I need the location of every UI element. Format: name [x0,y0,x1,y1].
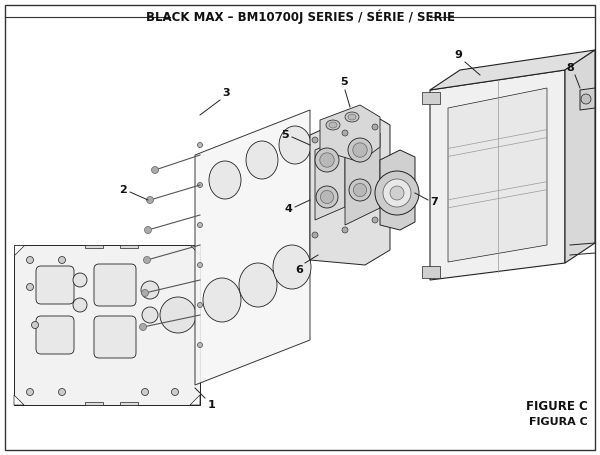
Ellipse shape [348,114,356,120]
Circle shape [139,324,146,330]
Circle shape [197,343,203,348]
Polygon shape [120,402,138,405]
Text: FIGURA C: FIGURA C [529,417,588,427]
Circle shape [353,183,367,197]
Circle shape [383,179,411,207]
Polygon shape [195,110,310,385]
Circle shape [73,273,87,287]
Ellipse shape [326,120,340,130]
Ellipse shape [345,112,359,122]
Circle shape [197,142,203,147]
Circle shape [342,130,348,136]
Circle shape [26,283,34,290]
Polygon shape [190,245,200,255]
Polygon shape [120,245,138,248]
Polygon shape [422,266,440,278]
FancyBboxPatch shape [36,266,74,304]
Circle shape [197,263,203,268]
Polygon shape [430,70,565,280]
Circle shape [59,257,65,263]
Circle shape [390,186,404,200]
Circle shape [197,182,203,187]
Text: 5: 5 [281,130,289,140]
Circle shape [142,389,149,395]
Circle shape [342,227,348,233]
Circle shape [197,222,203,228]
Circle shape [581,94,591,104]
Circle shape [143,257,151,263]
Polygon shape [320,105,380,162]
Polygon shape [565,50,595,263]
Circle shape [26,257,34,263]
Circle shape [320,153,334,167]
Polygon shape [315,137,345,220]
Circle shape [142,307,158,323]
Ellipse shape [246,141,278,179]
Polygon shape [448,88,547,262]
Text: 3: 3 [222,88,230,98]
Circle shape [348,138,372,162]
Polygon shape [345,133,380,225]
Ellipse shape [329,122,337,128]
Text: 5: 5 [340,77,348,87]
Circle shape [320,190,334,203]
Circle shape [160,297,196,333]
Circle shape [312,232,318,238]
Circle shape [315,148,339,172]
Polygon shape [422,92,440,104]
FancyBboxPatch shape [94,264,136,306]
Ellipse shape [273,245,311,289]
Ellipse shape [203,278,241,322]
Circle shape [349,179,371,201]
Text: 2: 2 [119,185,127,195]
Circle shape [145,227,151,233]
Polygon shape [14,245,24,255]
Circle shape [372,217,378,223]
Text: 1: 1 [208,400,216,410]
Circle shape [375,171,419,215]
Text: FIGURE C: FIGURE C [526,400,588,413]
Circle shape [146,197,154,203]
Ellipse shape [279,126,311,164]
Ellipse shape [239,263,277,307]
Polygon shape [85,402,103,405]
Circle shape [372,124,378,130]
Polygon shape [85,245,103,248]
Polygon shape [14,245,200,405]
Circle shape [141,281,159,299]
Circle shape [316,186,338,208]
Circle shape [151,167,158,173]
Text: 7: 7 [430,197,438,207]
Text: 6: 6 [295,265,303,275]
Text: BLACK MAX – BM10700J SERIES / SÉRIE / SERIE: BLACK MAX – BM10700J SERIES / SÉRIE / SE… [146,10,455,24]
Text: 9: 9 [454,50,462,60]
Polygon shape [14,395,24,405]
FancyBboxPatch shape [94,316,136,358]
Circle shape [172,389,179,395]
Circle shape [73,298,87,312]
Circle shape [197,303,203,308]
Circle shape [142,289,149,297]
Polygon shape [190,395,200,405]
Ellipse shape [209,161,241,199]
Polygon shape [380,150,415,230]
Polygon shape [310,110,390,265]
Circle shape [59,389,65,395]
Circle shape [312,137,318,143]
Text: 8: 8 [566,63,574,73]
FancyBboxPatch shape [36,316,74,354]
Polygon shape [580,88,595,110]
Circle shape [32,322,38,329]
Circle shape [353,143,367,157]
Circle shape [26,389,34,395]
Text: 4: 4 [284,204,292,214]
Polygon shape [430,50,595,90]
